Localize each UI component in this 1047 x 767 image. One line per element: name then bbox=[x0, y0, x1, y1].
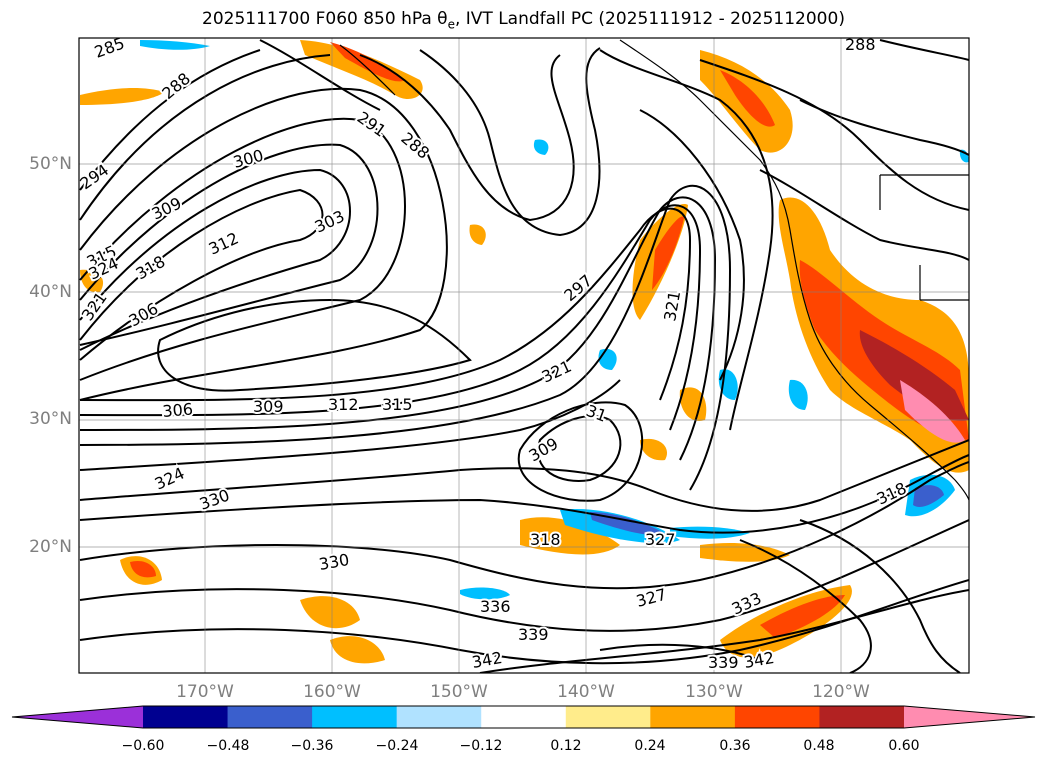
ivt-blob bbox=[640, 438, 668, 461]
ivt-blob bbox=[80, 269, 104, 293]
ivt-blob bbox=[300, 40, 423, 100]
colorbar-extend-min bbox=[12, 706, 143, 728]
colorbar-segment bbox=[227, 706, 313, 728]
ivt-blob bbox=[913, 485, 944, 507]
ivt-blob bbox=[679, 387, 707, 421]
ivt-blob bbox=[300, 596, 360, 629]
colorbar-segment bbox=[312, 706, 398, 728]
ivt-blob bbox=[720, 70, 775, 127]
lon-label-150w: 150°W bbox=[430, 682, 488, 702]
colorbar-tick-label: 0.48 bbox=[803, 738, 835, 754]
ivt-blob bbox=[533, 139, 549, 155]
gridlines bbox=[79, 38, 969, 673]
contour-label: 336 bbox=[480, 597, 511, 616]
lat-label-20n: 20°N bbox=[29, 537, 72, 557]
contour-label: 339 bbox=[708, 653, 739, 672]
ivt-blob bbox=[460, 587, 510, 600]
contour-label: 306 bbox=[162, 399, 194, 421]
colorbar-segment bbox=[734, 706, 820, 728]
lat-label-40n: 40°N bbox=[29, 282, 72, 302]
colorbar-segment bbox=[650, 706, 736, 728]
contour-label: 312 bbox=[328, 395, 359, 414]
contour-label: 327 bbox=[645, 530, 676, 549]
contour-label: 339 bbox=[518, 625, 549, 644]
colorbar-tick-label: −0.12 bbox=[459, 738, 503, 754]
ivt-blob bbox=[520, 517, 620, 555]
lat-label-50n: 50°N bbox=[29, 154, 72, 174]
colorbar-outline bbox=[11, 705, 1036, 729]
ivt-positive-shading bbox=[80, 40, 969, 664]
contour-label: 288 bbox=[845, 35, 876, 54]
ivt-blob bbox=[788, 379, 808, 410]
ivt-blob bbox=[700, 543, 790, 562]
colorbar-tick-label: −0.24 bbox=[375, 738, 419, 754]
colorbar-tick-label: −0.60 bbox=[121, 738, 165, 754]
colorbar-segment bbox=[143, 706, 229, 728]
ivt-blob bbox=[140, 40, 210, 50]
ivt-blob bbox=[760, 595, 845, 638]
ivt-blob bbox=[80, 88, 165, 105]
colorbar-segment bbox=[481, 706, 567, 728]
colorbar-segment bbox=[565, 706, 651, 728]
colorbar-extend-max bbox=[904, 706, 1035, 728]
colorbar-tick-label: 0.24 bbox=[634, 738, 666, 754]
lon-label-120w: 120°W bbox=[812, 682, 870, 702]
map-frame bbox=[78, 37, 970, 674]
ivt-blob bbox=[859, 330, 969, 421]
ivt-blob bbox=[900, 380, 965, 443]
colorbar-tick-label: 0.12 bbox=[550, 738, 582, 754]
theta-e-contours bbox=[79, 39, 969, 673]
lon-label-140w: 140°W bbox=[557, 682, 615, 702]
ivt-blob bbox=[130, 560, 156, 578]
lon-label-160w: 160°W bbox=[303, 682, 361, 702]
contour-label: 309 bbox=[253, 397, 284, 416]
lon-label-170w: 170°W bbox=[176, 682, 234, 702]
lat-label-30n: 30°N bbox=[29, 409, 72, 429]
coastlines bbox=[339, 39, 969, 501]
map-panel: 285 288 288 291 288 294 300 309 303 312 … bbox=[79, 35, 969, 673]
colorbar-tick-label: 0.60 bbox=[888, 738, 920, 754]
colorbar bbox=[11, 705, 1036, 729]
ivt-blob bbox=[652, 216, 684, 290]
colorbar-segment bbox=[396, 706, 482, 728]
colorbar-tick-label: 0.36 bbox=[719, 738, 751, 754]
lon-label-130w: 130°W bbox=[685, 682, 743, 702]
colorbar-tick-label: −0.48 bbox=[206, 738, 250, 754]
colorbar-tick-label: −0.36 bbox=[290, 738, 334, 754]
contour-label: 315 bbox=[382, 395, 413, 414]
contour-label: 318 bbox=[530, 530, 561, 549]
ivt-blob bbox=[469, 224, 486, 245]
map-title: 2025111700 F060 850 hPa θe, IVT Landfall… bbox=[202, 9, 845, 32]
ivt-blob bbox=[330, 636, 385, 664]
colorbar-segment bbox=[819, 706, 905, 728]
